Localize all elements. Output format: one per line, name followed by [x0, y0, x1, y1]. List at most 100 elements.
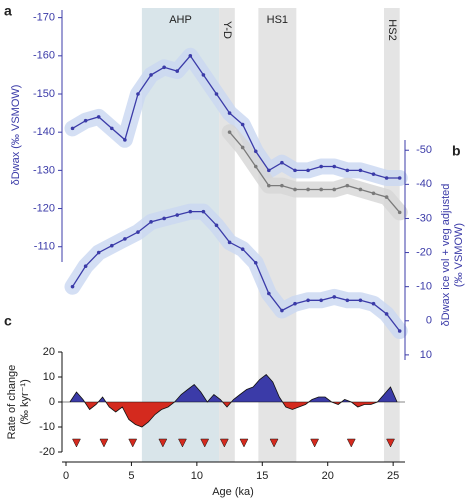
date-marker: [269, 438, 279, 448]
data-point: [397, 176, 402, 180]
y-axis-title: (‰ kyr⁻¹): [19, 379, 31, 425]
y-axis-title: Rate of change: [6, 365, 18, 440]
data-point: [214, 223, 219, 228]
rate-line: [69, 373, 398, 428]
data-point: [319, 164, 323, 169]
panel-label: a: [4, 3, 12, 19]
date-marker: [346, 438, 356, 448]
date-marker: [310, 438, 320, 448]
data-point: [397, 329, 402, 333]
data-point: [253, 149, 258, 154]
data-point: [293, 301, 297, 306]
data-point: [201, 73, 206, 77]
band-label: Y-D: [221, 21, 233, 39]
data-point: [70, 284, 75, 289]
data-point: [267, 183, 271, 188]
date-marker: [200, 438, 210, 448]
date-marker: [72, 438, 81, 448]
y-tick-label: -150: [33, 88, 55, 100]
data-point: [332, 187, 337, 192]
data-point: [280, 160, 284, 165]
y-tick-label: 10: [43, 371, 55, 383]
y2-axis-title: δDwax ice vol + veg adjusted: [440, 184, 452, 327]
panel-label: b: [452, 143, 461, 159]
data-point: [240, 145, 245, 150]
data-point: [162, 65, 166, 70]
data-point: [319, 187, 323, 192]
y2-tick-label: -20: [416, 246, 432, 258]
data-point: [175, 69, 180, 73]
uncertainty-band: [64, 203, 408, 339]
y2-tick-label: 0: [426, 315, 432, 327]
date-marker: [128, 438, 138, 448]
y-tick-label: -160: [33, 50, 55, 62]
x-tick-label: 20: [322, 470, 334, 482]
data-point: [240, 247, 245, 251]
y-tick-label: 0: [49, 396, 55, 408]
data-point: [253, 260, 258, 265]
data-point: [280, 308, 284, 313]
data-point: [227, 130, 232, 134]
y-tick-label: -120: [33, 202, 55, 214]
negative-area: [69, 402, 398, 427]
y2-tick-label: -30: [416, 212, 432, 224]
data-point: [293, 187, 297, 192]
date-marker: [239, 438, 249, 448]
data-point: [371, 172, 376, 176]
y-tick-label: -110: [34, 241, 55, 253]
y-tick-label: -140: [33, 126, 55, 138]
date-marker: [99, 438, 109, 448]
data-point: [371, 301, 376, 306]
data-point: [253, 164, 258, 169]
data-point: [70, 126, 75, 131]
data-point: [358, 187, 363, 192]
data-point: [110, 243, 114, 248]
data-point: [358, 168, 363, 173]
data-point: [345, 183, 350, 188]
date-marker: [386, 438, 395, 448]
y2-axis-title: (‰ VSMOW): [453, 223, 465, 287]
data-point: [267, 168, 271, 173]
data-point: [83, 118, 88, 123]
x-axis-title: Age (ka): [212, 486, 254, 498]
data-point: [188, 209, 193, 214]
y2-tick-label: 10: [420, 349, 432, 361]
y2-tick-label: -40: [416, 178, 432, 190]
data-point: [280, 183, 284, 188]
data-point: [227, 240, 232, 245]
x-tick-label: 10: [191, 470, 203, 482]
data-point: [136, 230, 140, 234]
data-point: [227, 111, 232, 115]
data-point: [136, 92, 140, 96]
band-label: HS1: [267, 14, 288, 26]
y2-tick-label: -10: [416, 281, 432, 293]
data-point: [306, 187, 310, 192]
data-point: [306, 298, 310, 303]
data-point: [306, 168, 310, 173]
data-point: [384, 195, 389, 199]
band-label: AHP: [169, 14, 192, 26]
x-tick-label: 0: [63, 470, 69, 482]
data-point: [214, 92, 219, 96]
x-tick-label: 15: [256, 470, 268, 482]
panel-label: c: [4, 313, 12, 329]
y-tick-label: -130: [33, 164, 55, 176]
series-line: [72, 54, 400, 179]
uncertainty-band: [64, 47, 408, 186]
data-point: [175, 213, 180, 217]
band-label: HS2: [386, 19, 398, 40]
date-marker: [219, 438, 229, 448]
data-point: [332, 295, 337, 299]
data-point: [201, 209, 206, 214]
data-point: [358, 298, 363, 303]
data-point: [384, 176, 389, 180]
data-point: [240, 122, 245, 127]
data-point: [319, 298, 323, 303]
data-point: [371, 191, 376, 196]
data-point: [332, 164, 337, 169]
data-point: [96, 115, 101, 119]
y-tick-label: -20: [39, 446, 55, 458]
data-point: [96, 250, 101, 255]
data-point: [162, 216, 166, 221]
data-point: [397, 210, 402, 215]
